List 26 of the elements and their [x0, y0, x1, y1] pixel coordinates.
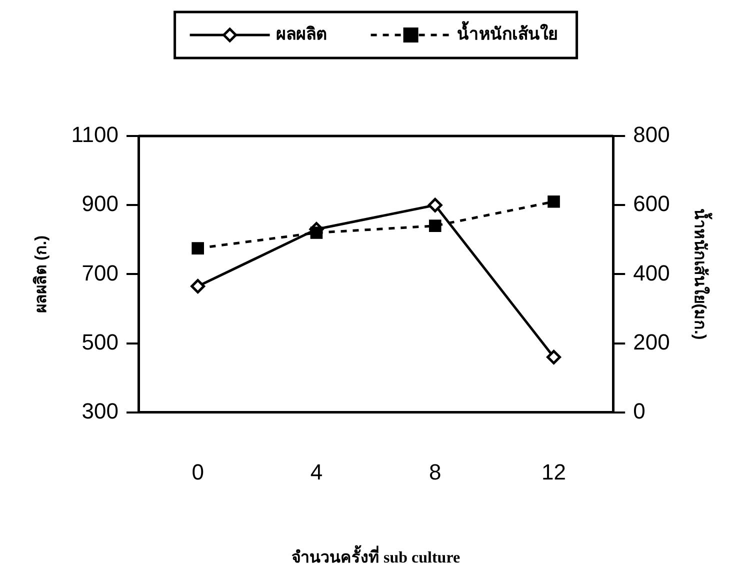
y2-tick-label: 0 [633, 398, 646, 424]
y-tick-label: 900 [82, 191, 119, 216]
x-tick-label: 12 [542, 460, 566, 485]
y2-tick-label: 800 [633, 122, 670, 148]
y-tick-label: 500 [82, 329, 119, 354]
y-tick-label: 300 [82, 398, 119, 424]
point [428, 198, 442, 212]
y-tick-label: 700 [82, 260, 119, 286]
x-tick-label: 8 [429, 460, 442, 485]
x-tick-label: 4 [310, 460, 323, 485]
point [190, 279, 206, 294]
point [428, 220, 442, 232]
point [546, 350, 562, 364]
legend-label: ผลผลิต [276, 24, 327, 44]
y2-axis-title: น้ำหนักเส้นใย(มก.) [690, 208, 713, 340]
x-tick-label: 0 [192, 460, 204, 485]
x-axis-title: จำนวนครั้งที่ sub culture [291, 544, 460, 567]
point [310, 226, 323, 239]
point [548, 195, 560, 208]
y2-tick-label: 400 [633, 260, 670, 286]
point [192, 242, 204, 254]
y-axis-title: ผลผลิต (ก.) [32, 235, 50, 313]
y-tick-label: 1100 [71, 122, 119, 148]
y2-tick-label: 600 [633, 191, 670, 216]
y2-tick-label: 200 [633, 329, 670, 354]
legend-label: น้ำหนักเส้นใย [456, 20, 558, 44]
